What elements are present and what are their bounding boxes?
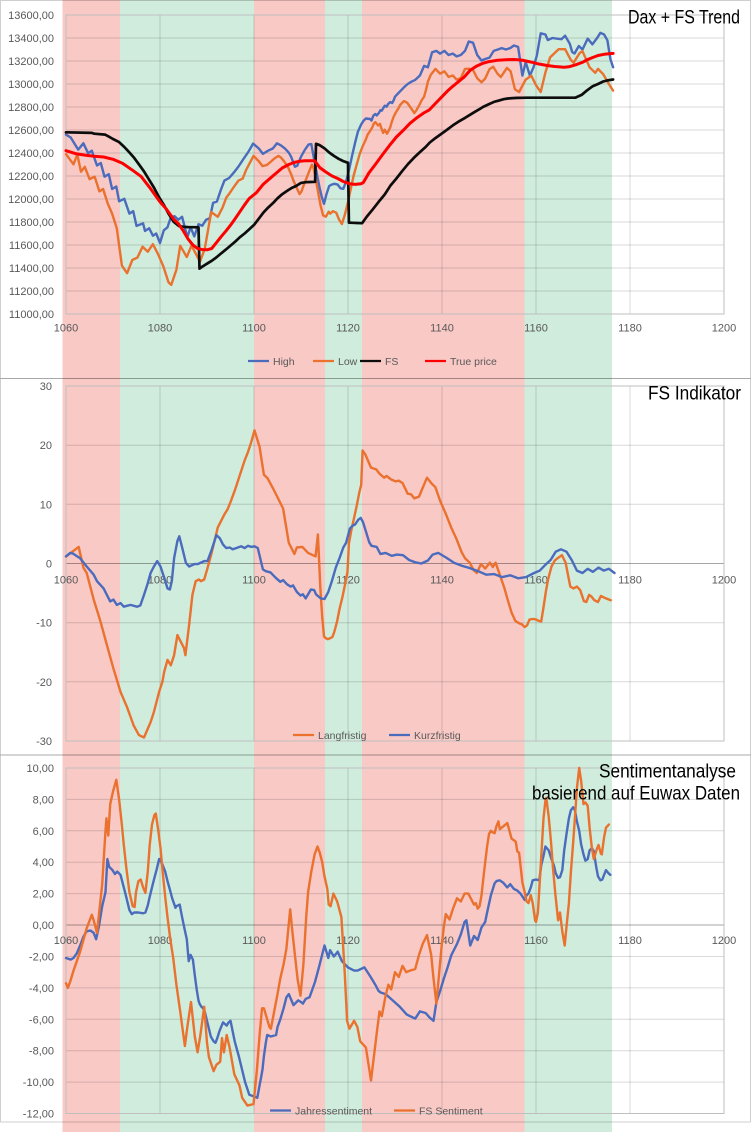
svg-text:-6,00: -6,00 xyxy=(29,1014,54,1026)
svg-text:-20: -20 xyxy=(36,677,52,689)
svg-text:Langfristig: Langfristig xyxy=(318,730,367,742)
svg-text:13400,00: 13400,00 xyxy=(8,33,54,45)
svg-text:True price: True price xyxy=(450,356,497,368)
svg-text:1160: 1160 xyxy=(524,323,548,335)
svg-text:11200,00: 11200,00 xyxy=(9,286,54,298)
svg-text:-4,00: -4,00 xyxy=(29,983,54,995)
svg-text:11400,00: 11400,00 xyxy=(9,263,54,275)
svg-text:Sentimentanalyse: Sentimentanalyse xyxy=(599,761,736,783)
svg-text:11800,00: 11800,00 xyxy=(9,217,54,229)
svg-text:1100: 1100 xyxy=(242,575,266,587)
svg-text:FS: FS xyxy=(385,356,398,368)
svg-text:0: 0 xyxy=(46,559,52,571)
svg-text:12600,00: 12600,00 xyxy=(8,125,54,137)
svg-text:FS Indikator: FS Indikator xyxy=(648,383,741,405)
svg-text:-30: -30 xyxy=(36,736,52,748)
svg-text:basierend auf Euwax Daten: basierend auf Euwax Daten xyxy=(532,783,740,805)
svg-text:1180: 1180 xyxy=(618,323,642,335)
svg-text:-12,00: -12,00 xyxy=(23,1109,54,1121)
svg-text:-8,00: -8,00 xyxy=(29,1046,54,1058)
svg-text:1120: 1120 xyxy=(336,575,360,587)
svg-text:11600,00: 11600,00 xyxy=(9,240,54,252)
svg-text:Dax + FS Trend: Dax + FS Trend xyxy=(628,7,740,29)
svg-text:1180: 1180 xyxy=(618,935,642,947)
svg-text:1140: 1140 xyxy=(430,575,454,587)
svg-text:FS Sentiment: FS Sentiment xyxy=(419,1106,483,1118)
svg-text:1180: 1180 xyxy=(618,575,642,587)
svg-text:1080: 1080 xyxy=(148,323,172,335)
svg-text:2,00: 2,00 xyxy=(33,889,54,901)
svg-text:10: 10 xyxy=(40,499,52,511)
svg-text:-10: -10 xyxy=(36,618,52,630)
svg-text:1100: 1100 xyxy=(242,323,266,335)
svg-text:20: 20 xyxy=(40,440,52,452)
svg-text:12000,00: 12000,00 xyxy=(8,194,54,206)
svg-text:6,00: 6,00 xyxy=(33,826,54,838)
svg-text:8,00: 8,00 xyxy=(33,794,54,806)
svg-text:Low: Low xyxy=(338,356,358,368)
svg-text:1160: 1160 xyxy=(524,935,548,947)
svg-text:Kurzfristig: Kurzfristig xyxy=(414,730,461,742)
svg-text:Jahressentiment: Jahressentiment xyxy=(295,1106,372,1118)
svg-text:12400,00: 12400,00 xyxy=(8,148,54,160)
svg-text:12800,00: 12800,00 xyxy=(8,102,54,114)
svg-text:1080: 1080 xyxy=(148,575,172,587)
svg-text:1100: 1100 xyxy=(242,935,266,947)
svg-text:0,00: 0,00 xyxy=(33,920,54,932)
svg-text:1120: 1120 xyxy=(336,323,360,335)
svg-text:4,00: 4,00 xyxy=(33,857,54,869)
svg-text:1160: 1160 xyxy=(524,575,548,587)
svg-text:1120: 1120 xyxy=(336,935,360,947)
svg-text:13200,00: 13200,00 xyxy=(8,56,54,68)
svg-text:-10,00: -10,00 xyxy=(23,1077,54,1089)
svg-text:12200,00: 12200,00 xyxy=(8,171,54,183)
svg-text:11000,00: 11000,00 xyxy=(9,309,54,321)
svg-text:1060: 1060 xyxy=(54,323,78,335)
svg-text:13000,00: 13000,00 xyxy=(8,79,54,91)
svg-text:-2,00: -2,00 xyxy=(29,952,54,964)
svg-text:High: High xyxy=(273,356,295,368)
svg-text:1140: 1140 xyxy=(430,323,454,335)
svg-text:30: 30 xyxy=(40,381,52,393)
svg-text:1080: 1080 xyxy=(148,935,172,947)
svg-text:1200: 1200 xyxy=(712,323,736,335)
svg-text:13600,00: 13600,00 xyxy=(8,10,54,22)
svg-text:10,00: 10,00 xyxy=(26,763,54,775)
